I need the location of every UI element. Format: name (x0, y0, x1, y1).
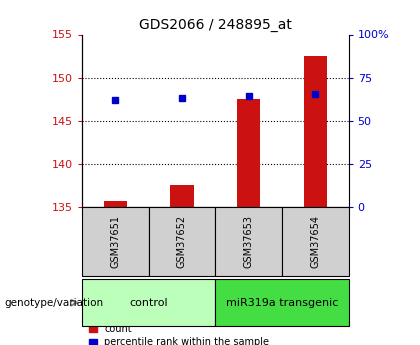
Text: GSM37653: GSM37653 (244, 215, 254, 268)
Text: GSM37654: GSM37654 (310, 215, 320, 268)
Text: GSM37652: GSM37652 (177, 215, 187, 268)
Bar (170, 186, 194, 207)
Text: miR319a transgenic: miR319a transgenic (226, 298, 338, 308)
Legend: count, percentile rank within the sample: count, percentile rank within the sample (89, 324, 269, 345)
Bar (237, 99, 260, 207)
Bar (304, 56, 327, 207)
Bar (104, 201, 127, 207)
Title: GDS2066 / 248895_at: GDS2066 / 248895_at (139, 18, 291, 32)
Text: genotype/variation: genotype/variation (4, 298, 103, 308)
Text: GSM37651: GSM37651 (110, 215, 120, 268)
Text: control: control (129, 298, 168, 308)
